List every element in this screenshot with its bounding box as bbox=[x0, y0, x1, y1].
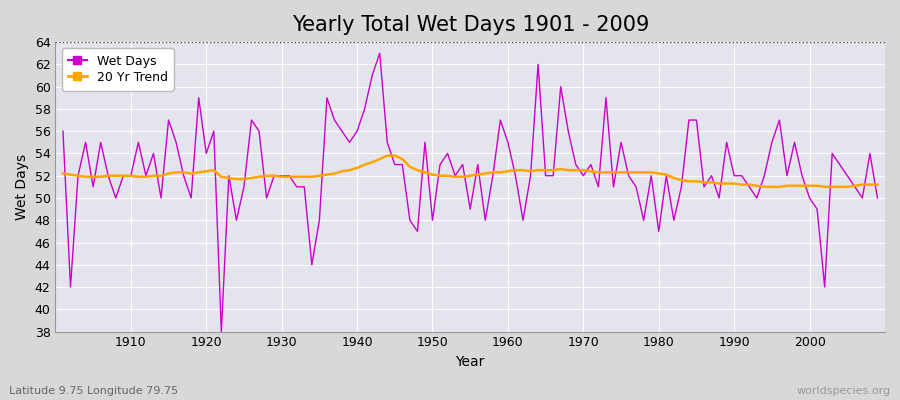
Text: worldspecies.org: worldspecies.org bbox=[796, 386, 891, 396]
20 Yr Trend bbox=[382, 153, 392, 158]
Line: 20 Yr Trend: 20 Yr Trend bbox=[63, 156, 878, 187]
Wet Days bbox=[374, 51, 385, 56]
20 Yr Trend bbox=[600, 170, 611, 175]
Wet Days bbox=[58, 129, 68, 134]
Wet Days bbox=[337, 129, 347, 134]
20 Yr Trend bbox=[872, 182, 883, 187]
Wet Days bbox=[510, 173, 521, 178]
Wet Days bbox=[292, 184, 302, 189]
20 Yr Trend bbox=[510, 168, 521, 172]
Legend: Wet Days, 20 Yr Trend: Wet Days, 20 Yr Trend bbox=[62, 48, 174, 91]
Wet Days bbox=[216, 329, 227, 334]
Wet Days bbox=[518, 218, 528, 223]
20 Yr Trend bbox=[58, 171, 68, 176]
20 Yr Trend bbox=[284, 174, 294, 179]
Wet Days bbox=[118, 173, 129, 178]
20 Yr Trend bbox=[502, 169, 513, 174]
Text: Latitude 9.75 Longitude 79.75: Latitude 9.75 Longitude 79.75 bbox=[9, 386, 178, 396]
X-axis label: Year: Year bbox=[455, 355, 485, 369]
Wet Days bbox=[608, 184, 619, 189]
20 Yr Trend bbox=[329, 171, 340, 176]
20 Yr Trend bbox=[118, 173, 129, 178]
Wet Days bbox=[872, 196, 883, 200]
Y-axis label: Wet Days: Wet Days bbox=[15, 154, 29, 220]
Line: Wet Days: Wet Days bbox=[63, 53, 878, 332]
Title: Yearly Total Wet Days 1901 - 2009: Yearly Total Wet Days 1901 - 2009 bbox=[292, 15, 649, 35]
20 Yr Trend bbox=[759, 184, 769, 189]
